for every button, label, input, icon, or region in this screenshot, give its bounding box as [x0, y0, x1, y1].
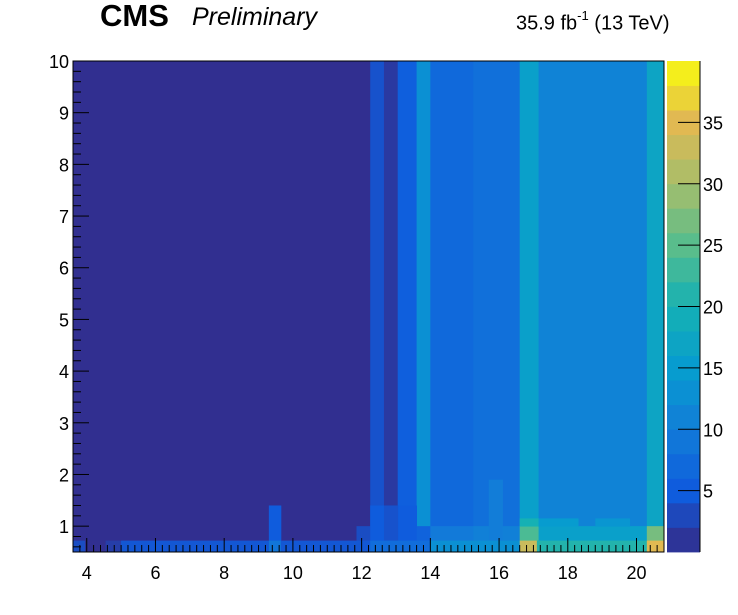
y-tick-label: 7	[59, 207, 69, 227]
heatmap-region	[646, 61, 665, 542]
heatmap-cells	[73, 61, 665, 553]
heatmap-region	[538, 61, 648, 542]
heatmap-patch	[488, 479, 503, 542]
heatmap-patch	[356, 526, 371, 542]
heatmap-cell	[646, 540, 665, 553]
heatmap-region	[519, 61, 539, 542]
y-axis: 1 2 3 4 5 6 7 8 9 10	[49, 52, 89, 548]
y-tick-label: 6	[59, 259, 69, 279]
heatmap-patch	[268, 505, 282, 542]
heatmap-cell	[430, 540, 521, 553]
colorbar-segment	[667, 208, 700, 234]
x-tick-label: 18	[558, 563, 578, 583]
x-tick-label: 12	[352, 563, 372, 583]
heatmap-cell	[536, 540, 648, 553]
colorbar-tick-label: 20	[703, 298, 723, 318]
x-tick-label: 6	[150, 563, 160, 583]
colorbar-segment	[667, 257, 700, 283]
colorbar-segment	[667, 331, 700, 356]
colorbar-segment	[667, 527, 700, 553]
colorbar-segment	[667, 281, 700, 307]
heatmap-cell	[268, 540, 282, 553]
heatmap-patch	[430, 526, 474, 542]
colorbar-tick-label: 25	[703, 236, 723, 256]
heatmap-patch	[595, 518, 631, 527]
colorbar-segment	[667, 502, 700, 528]
heatmap-patch	[383, 505, 399, 542]
y-tick-label: 2	[59, 465, 69, 485]
lumi-exponent: -1	[577, 8, 589, 23]
heatmap-region	[430, 61, 474, 542]
colorbar-segment	[667, 61, 700, 86]
x-tick-label: 16	[489, 563, 509, 583]
heatmap-region	[370, 61, 385, 542]
colorbar-segment	[667, 159, 700, 185]
heatmap-region	[416, 61, 431, 542]
colorbar-tick-label: 35	[703, 113, 723, 133]
heatmap-patch	[519, 526, 539, 542]
colorbar-segment	[667, 134, 700, 160]
colorbar-tick-label: 10	[703, 420, 723, 440]
heatmap-patch	[646, 526, 665, 542]
colorbar	[667, 61, 700, 553]
y-tick-label: 5	[59, 310, 69, 330]
heatmap-patch	[538, 526, 648, 542]
lumi-value: 35.9 fb	[516, 12, 578, 35]
heatmap-cell	[280, 540, 371, 553]
status-label: Preliminary	[192, 3, 318, 31]
y-tick-label: 4	[59, 362, 69, 382]
x-tick-label: 14	[420, 563, 440, 583]
x-tick-label: 4	[82, 563, 92, 583]
heatmap-cell	[370, 540, 431, 553]
colorbar-segment	[667, 183, 700, 209]
y-tick-label: 1	[59, 517, 69, 537]
y-tick-label: 10	[49, 52, 69, 72]
heatmap-patch	[416, 526, 431, 542]
heatmap-region	[473, 61, 521, 542]
colorbar-tick-label: 30	[703, 175, 723, 195]
y-tick-label: 3	[59, 414, 69, 434]
y-tick-label: 8	[59, 155, 69, 175]
y-tick-label: 9	[59, 104, 69, 124]
heatmap-cell	[519, 540, 538, 553]
x-tick-label: 8	[219, 563, 229, 583]
colorbar-segment	[667, 429, 700, 455]
colorbar-segment	[667, 453, 700, 479]
heatmap-cell	[121, 540, 270, 553]
experiment-label: CMS	[100, 0, 169, 33]
energy-label: (13 TeV)	[588, 12, 670, 35]
colorbar-segment	[667, 85, 700, 111]
colorbar-tick-label: 15	[703, 359, 723, 379]
luminosity-label: 35.9 fb-1 (13 TeV)	[516, 8, 670, 36]
heatmap-patch	[538, 518, 579, 527]
colorbar-axis: 5 10 15 20 25 30 35	[678, 61, 723, 552]
colorbar-segment	[667, 380, 700, 406]
x-axis: 4 6 8 10 12 14 16 18 20	[72, 538, 665, 583]
x-tick-label: 20	[626, 563, 646, 583]
colorbar-tick-label: 5	[703, 482, 713, 502]
heatmap-cell	[105, 540, 122, 553]
heatmap-cell	[85, 540, 107, 553]
x-tick-label: 10	[283, 563, 303, 583]
colorbar-segment	[667, 404, 700, 430]
heatmap-region	[73, 61, 371, 542]
heatmap-region	[383, 61, 399, 542]
heatmap-region	[397, 61, 418, 542]
colorbar-segment	[667, 306, 700, 332]
heatmap-patch	[519, 518, 539, 527]
